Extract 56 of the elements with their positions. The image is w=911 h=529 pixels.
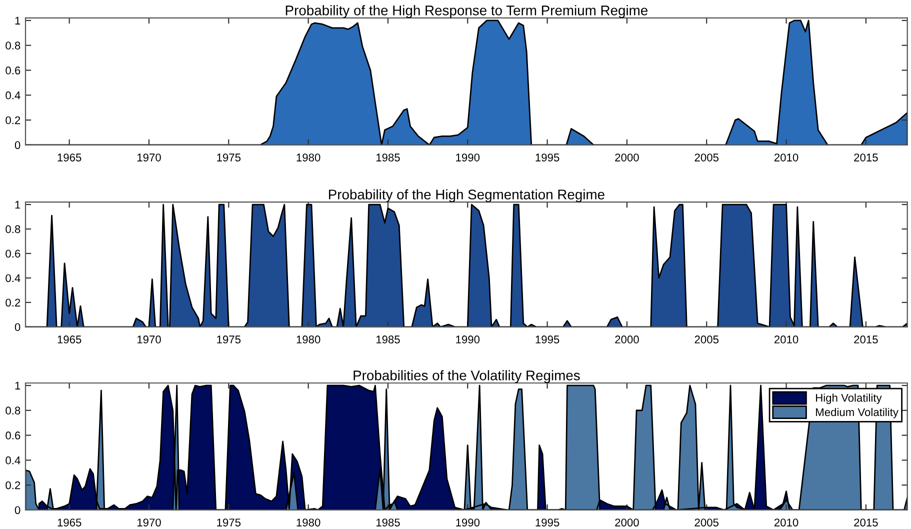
x-tick-label: 1980 [296,518,320,526]
x-tick-label: 2005 [694,154,719,162]
y-tick-label: 0.4 [6,91,20,100]
x-tick-label: 1965 [58,336,82,344]
x-tick-label: 2000 [615,518,639,526]
x-tick-label: 1990 [456,518,480,526]
x-tick-label: 2000 [615,336,639,344]
y-tick-label: 1 [15,16,20,24]
legend-label: Medium Volatility [816,408,898,418]
legend-label: High Volatility [816,394,882,404]
x-tick-label: 1965 [58,518,82,526]
y-tick-label: 0 [14,323,20,332]
x-tick-label: 1975 [217,154,241,162]
y-tick-label: 0.2 [6,481,20,490]
y-tick-label: 0.8 [6,225,20,234]
x-tick-label: 1980 [296,336,320,344]
x-tick-label: 2000 [615,154,639,162]
x-tick-label: 1985 [376,336,400,344]
x-tick-label: 2010 [774,336,798,344]
x-tick-label: 2005 [694,336,719,344]
x-tick-label: 1980 [296,154,320,162]
x-tick-label: 1990 [456,154,480,162]
chart-title: Probabilities of the Volatility Regimes [354,370,580,384]
x-tick-label: 2010 [774,154,798,162]
y-tick-label: 0.2 [6,298,20,307]
x-tick-label: 2005 [694,518,719,526]
x-tick-label: 1965 [58,154,82,162]
x-tick-label: 1970 [137,336,161,344]
x-tick-label: 1975 [217,336,241,344]
x-tick-label: 1985 [376,518,400,526]
y-tick-label: 0.8 [6,42,20,50]
x-tick-label: 2015 [854,154,878,162]
y-tick-label: 0.2 [6,116,20,124]
x-tick-label: 1970 [137,154,161,162]
x-tick-label: 2010 [774,518,798,526]
y-tick-label: 0.8 [6,406,20,415]
y-tick-label: 0.6 [6,432,20,440]
x-tick-label: 1975 [217,518,241,526]
y-tick-label: 1 [15,200,20,209]
x-tick-label: 1970 [137,518,161,526]
y-tick-label: 0 [14,141,20,150]
y-tick-label: 0.6 [6,250,20,258]
x-tick-label: 2015 [854,518,878,526]
x-tick-label: 2015 [854,336,878,344]
chart-title: Probability of the High Segmentation Regime [329,189,604,202]
y-tick-label: 0 [14,506,20,514]
y-tick-label: 0.6 [6,66,20,74]
y-tick-label: 0.4 [6,274,20,282]
x-tick-label: 1990 [456,336,480,344]
y-tick-label: 0.4 [6,456,20,464]
chart-title: Probability of the High Response to Term Premium Regime [286,5,648,18]
x-tick-label: 1995 [536,336,560,344]
x-tick-label: 1985 [376,154,400,162]
x-tick-label: 1995 [536,154,560,162]
x-tick-label: 1995 [536,518,560,526]
y-tick-label: 1 [15,382,20,390]
